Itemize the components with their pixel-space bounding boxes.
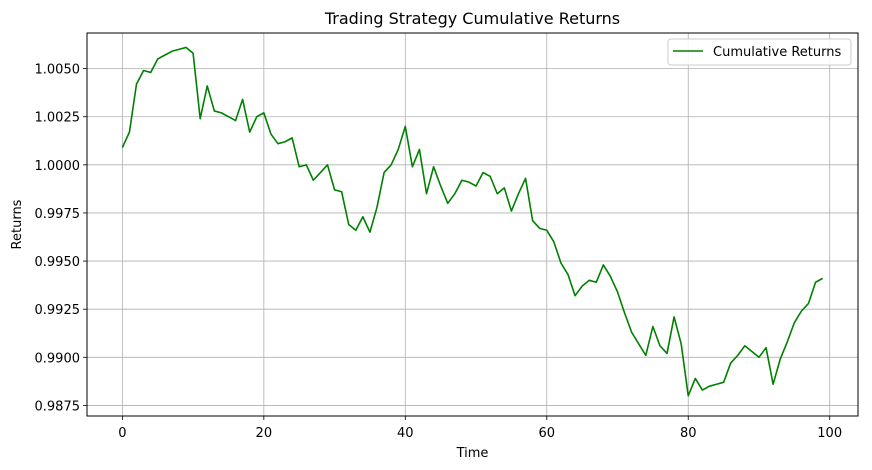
x-axis-ticks: 0 20 40 60 80 100 xyxy=(118,416,842,441)
legend-box xyxy=(667,38,852,66)
y-tick-label: 1.0025 xyxy=(35,111,81,126)
y-tick-label: 0.9900 xyxy=(35,351,81,366)
chart-title: Trading Strategy Cumulative Returns xyxy=(324,9,620,28)
y-tick-label: 1.0050 xyxy=(35,63,81,78)
x-tick-label: 0 xyxy=(118,426,126,441)
y-tick-label: 0.9875 xyxy=(35,399,81,414)
x-tick-label: 60 xyxy=(538,426,555,441)
x-tick-label: 80 xyxy=(680,426,697,441)
x-tick-label: 100 xyxy=(817,426,842,441)
y-axis-ticks: 0.9875 0.9900 0.9925 0.9950 0.9975 1.0000 1.00… xyxy=(35,63,87,414)
plot-frame xyxy=(86,32,859,417)
y-axis-label: Returns xyxy=(10,199,25,249)
y-tick-label: 0.9950 xyxy=(35,255,81,270)
x-axis-label: Time xyxy=(456,446,489,461)
legend: Cumulative Returns xyxy=(667,38,852,66)
y-tick-label: 0.9975 xyxy=(35,207,81,222)
grid-lines xyxy=(87,33,858,416)
y-tick-label: 0.9925 xyxy=(35,303,81,318)
y-tick-label: 1.0000 xyxy=(35,159,81,174)
legend-label-cumulative-returns: Cumulative Returns xyxy=(713,45,841,60)
x-tick-label: 40 xyxy=(397,426,414,441)
series-line-cumulative-returns xyxy=(121,46,824,397)
x-tick-label: 20 xyxy=(256,426,273,441)
